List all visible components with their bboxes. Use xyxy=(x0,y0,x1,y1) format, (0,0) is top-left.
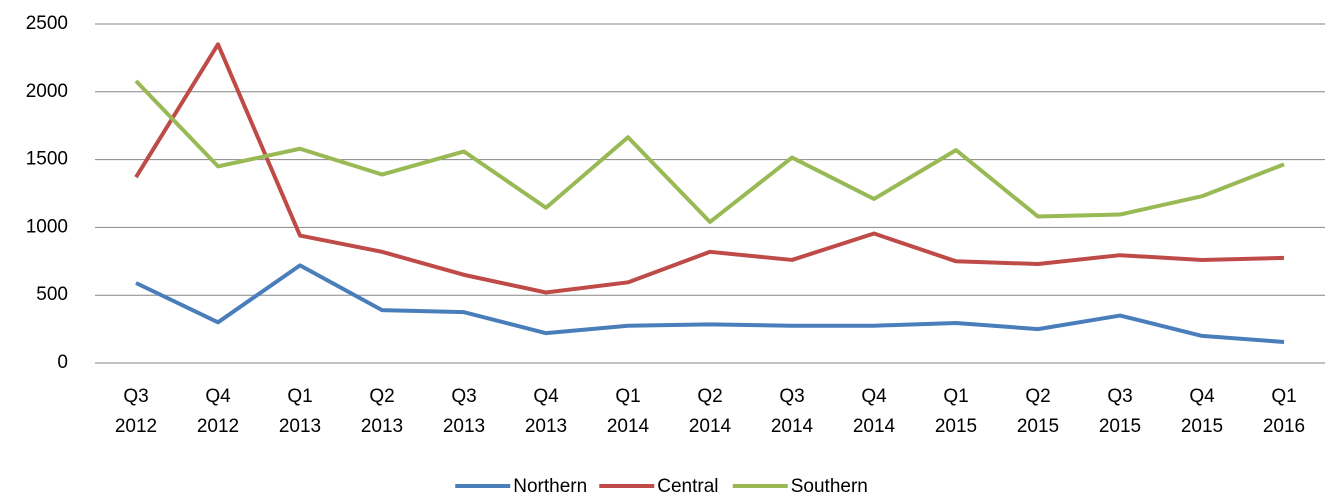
x-tick-label-line: 2014 xyxy=(771,416,814,437)
x-tick-label-line: 2016 xyxy=(1263,416,1305,437)
x-tick-label: Q4 2014 xyxy=(853,386,896,437)
legend-label: Southern xyxy=(791,476,868,497)
x-tick-label: Q2 2013 xyxy=(361,386,403,437)
x-tick-label-line: Q1 xyxy=(287,386,312,407)
x-tick-label-line: Q1 xyxy=(615,386,640,407)
x-tick-label-line: 2013 xyxy=(525,416,567,437)
x-tick-label-line: 2014 xyxy=(607,416,650,437)
y-tick-label: 500 xyxy=(36,284,68,305)
x-tick-label: Q3 2012 xyxy=(115,386,157,437)
x-tick-label-line: 2012 xyxy=(197,416,239,437)
x-tick-label-line: Q3 xyxy=(451,386,476,407)
x-tick-label-line: 2015 xyxy=(1099,416,1141,437)
x-tick-label-line: Q1 xyxy=(943,386,968,407)
x-tick-label: Q1 2016 xyxy=(1263,386,1305,437)
x-tick-label-line: 2013 xyxy=(279,416,321,437)
x-tick-label-line: Q1 xyxy=(1271,386,1296,407)
x-tick-label-line: Q2 xyxy=(697,386,722,407)
x-tick-label: Q4 2013 xyxy=(525,386,567,437)
x-tick-label: Q1 2014 xyxy=(607,386,650,437)
x-tick-label-line: 2013 xyxy=(361,416,403,437)
x-tick-label-line: Q3 xyxy=(779,386,804,407)
x-tick-label: Q3 2014 xyxy=(771,386,814,437)
x-tick-label-line: 2012 xyxy=(115,416,157,437)
y-tick-label: 2000 xyxy=(26,81,68,102)
y-tick-label: 1000 xyxy=(26,216,68,237)
x-tick-label: Q1 2015 xyxy=(935,386,977,437)
x-tick-label-line: Q4 xyxy=(533,386,559,407)
x-tick-label: Q4 2015 xyxy=(1181,386,1223,437)
line-series xyxy=(135,263,1285,344)
x-tick-label-line: Q3 xyxy=(1107,386,1132,407)
x-tick-label-line: Q3 xyxy=(123,386,148,407)
y-tick-label: 0 xyxy=(57,352,68,373)
x-tick-label: Q2 2014 xyxy=(689,386,732,437)
legend-label: Central xyxy=(657,476,718,497)
x-tick-label-line: Q2 xyxy=(369,386,394,407)
x-tick-label-line: 2014 xyxy=(689,416,732,437)
y-tick-label: 2500 xyxy=(26,13,68,34)
legend-label: Northern xyxy=(513,476,587,497)
x-tick-label-line: 2015 xyxy=(935,416,977,437)
x-tick-label-line: 2015 xyxy=(1181,416,1223,437)
x-tick-label: Q3 2015 xyxy=(1099,386,1141,437)
x-tick-label-line: Q2 xyxy=(1025,386,1050,407)
x-tick-label-line: 2014 xyxy=(853,416,896,437)
x-tick-label-line: 2015 xyxy=(1017,416,1059,437)
x-tick-label-line: 2013 xyxy=(443,416,485,437)
x-tick-label: Q2 2015 xyxy=(1017,386,1059,437)
line-series xyxy=(134,42,1285,295)
x-tick-label: Q1 2013 xyxy=(279,386,321,437)
x-tick-label-line: Q4 xyxy=(205,386,231,407)
x-tick-label: Q4 2012 xyxy=(197,386,239,437)
x-tick-label-line: Q4 xyxy=(1189,386,1215,407)
y-tick-label: 1500 xyxy=(26,149,68,170)
line-series xyxy=(134,79,1285,224)
x-tick-label: Q3 2013 xyxy=(443,386,485,437)
x-tick-label-line: Q4 xyxy=(861,386,887,407)
